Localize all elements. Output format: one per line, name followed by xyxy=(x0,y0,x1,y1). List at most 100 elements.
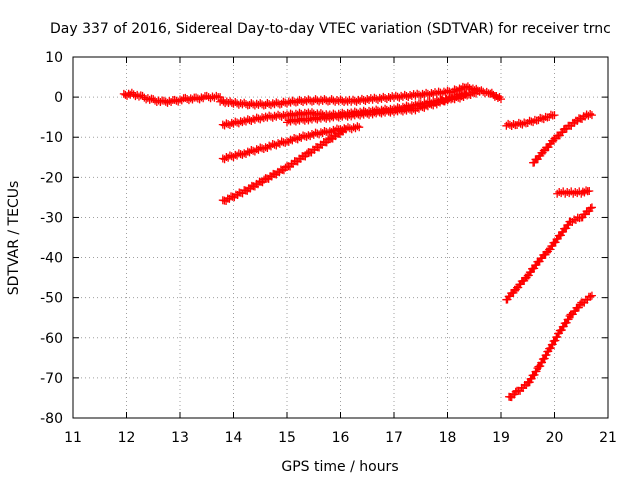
data-point xyxy=(186,94,195,103)
data-point xyxy=(482,87,491,96)
data-point xyxy=(252,145,261,154)
data-point xyxy=(413,104,422,113)
data-point xyxy=(425,99,434,108)
series-5 xyxy=(218,122,364,164)
data-point xyxy=(398,107,407,116)
data-point xyxy=(422,101,431,110)
data-point xyxy=(377,109,386,118)
data-point xyxy=(243,147,252,156)
x-tick-label: 17 xyxy=(385,430,403,446)
data-point xyxy=(497,95,505,104)
data-point xyxy=(249,146,258,155)
data-point xyxy=(384,93,393,102)
series-2 xyxy=(216,82,505,110)
data-point xyxy=(145,95,154,104)
data-point xyxy=(587,203,596,212)
data-point xyxy=(455,91,464,100)
x-tick-label: 15 xyxy=(278,430,296,446)
x-tick-label: 14 xyxy=(225,430,243,446)
y-tick-label: -50 xyxy=(40,291,63,307)
y-tick-label: -40 xyxy=(40,251,63,267)
series-1 xyxy=(119,88,225,107)
data-point xyxy=(176,95,184,104)
data-point xyxy=(425,90,434,99)
data-point xyxy=(586,204,595,213)
data-point xyxy=(227,152,236,161)
data-point xyxy=(347,112,356,121)
data-point xyxy=(165,96,174,105)
data-point xyxy=(238,118,247,127)
data-point xyxy=(450,92,459,101)
series-9 xyxy=(553,186,594,198)
data-point xyxy=(525,116,534,125)
x-tick-label: 20 xyxy=(546,430,564,446)
data-point xyxy=(259,144,268,153)
data-point xyxy=(416,91,425,100)
data-point xyxy=(363,109,372,118)
data-point xyxy=(341,111,350,120)
data-point xyxy=(586,109,595,118)
data-point xyxy=(167,97,176,106)
x-axis-ticks: 11 12 13 14 15 16 17 18 19 20 21 xyxy=(64,57,617,446)
y-tick-label: 0 xyxy=(54,90,63,106)
y-tick-label: 10 xyxy=(45,50,63,66)
data-point xyxy=(341,125,350,134)
data-point xyxy=(509,120,518,129)
data-point xyxy=(266,101,275,110)
data-point xyxy=(536,113,545,122)
x-tick-label: 19 xyxy=(492,430,510,446)
data-point xyxy=(418,103,427,112)
data-point xyxy=(299,115,308,124)
data-point xyxy=(127,88,136,97)
data-point xyxy=(238,150,247,159)
data-point xyxy=(283,118,291,127)
series-6 xyxy=(218,124,350,206)
data-point xyxy=(268,140,277,149)
data-point xyxy=(463,82,472,91)
y-axis-ticks: 10 0 -10 -20 -30 -40 -50 -60 -70 -80 xyxy=(40,50,608,427)
data-point xyxy=(134,92,143,101)
data-point xyxy=(550,111,559,120)
data-point xyxy=(325,114,334,123)
data-point xyxy=(302,132,311,141)
data-point xyxy=(231,150,240,159)
chart-title: Day 337 of 2016, Sidereal Day-to-day VTE… xyxy=(50,21,611,37)
data-point xyxy=(586,292,595,301)
data-point xyxy=(587,291,596,300)
y-axis-label: SDTVAR / TECUs xyxy=(6,181,22,296)
data-point xyxy=(188,95,197,104)
data-point xyxy=(218,154,227,163)
data-point xyxy=(334,113,343,122)
data-point xyxy=(320,113,329,122)
data-point xyxy=(390,108,398,117)
data-point xyxy=(138,91,147,100)
data-point xyxy=(197,93,206,102)
y-tick-label: -60 xyxy=(40,331,63,347)
data-point xyxy=(507,121,516,130)
y-tick-label: -30 xyxy=(40,210,63,226)
data-point xyxy=(351,124,360,133)
y-tick-label: -20 xyxy=(40,170,63,186)
data-point xyxy=(363,95,372,104)
data-point xyxy=(427,89,436,98)
data-point xyxy=(324,128,333,137)
data-point xyxy=(241,100,250,109)
y-tick-label: -80 xyxy=(40,411,63,427)
x-tick-label: 21 xyxy=(599,430,617,446)
series-4 xyxy=(283,89,471,127)
data-point xyxy=(313,115,322,124)
plot-frame xyxy=(72,56,609,419)
data-point xyxy=(518,120,527,129)
data-point xyxy=(395,93,404,102)
x-tick-label: 13 xyxy=(171,430,189,446)
data-point xyxy=(585,186,594,195)
data-point xyxy=(355,123,364,132)
data-point xyxy=(283,137,291,146)
data-point xyxy=(384,107,393,116)
data-point xyxy=(416,102,425,111)
data-point xyxy=(353,122,362,131)
data-point xyxy=(291,117,300,126)
x-axis-label: GPS time / hours xyxy=(281,459,398,475)
x-tick-label: 12 xyxy=(118,430,136,446)
